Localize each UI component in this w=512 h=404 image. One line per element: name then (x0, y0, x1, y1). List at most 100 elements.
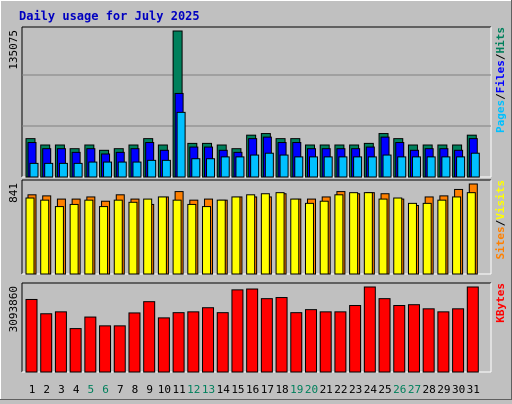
kbytes-bar (157, 317, 170, 373)
pages-bar (323, 156, 333, 178)
pages-bar (206, 158, 216, 178)
visits-bar (319, 200, 329, 275)
x-tick-label: 29 (437, 383, 450, 396)
x-tick-label: 15 (231, 383, 244, 396)
visits-sites-ymax-label: 841 (7, 183, 20, 203)
legend-entry: KBytes (494, 283, 507, 323)
kbytes-bar (363, 286, 376, 373)
kbytes-bar (437, 311, 450, 373)
pages-bar (308, 156, 318, 178)
visits-bar (246, 194, 256, 275)
visits-bar (378, 198, 388, 275)
legend-entry: Files (494, 60, 507, 93)
kbytes-bar (466, 286, 479, 373)
kbytes-bar (128, 312, 141, 373)
pages-bar (279, 154, 289, 178)
pages-bar (294, 156, 304, 178)
kbytes-bar (202, 307, 215, 373)
x-tick-label: 27 (408, 383, 421, 396)
x-tick-label: 4 (73, 383, 80, 396)
x-tick-label: 18 (275, 383, 288, 396)
pages-bar (338, 156, 348, 178)
x-tick-label: 8 (132, 383, 139, 396)
kbytes-bar (290, 312, 303, 373)
visits-bar (54, 206, 64, 275)
kbytes-bar (69, 328, 82, 373)
x-tick-label: 17 (261, 383, 274, 396)
pages-bar (176, 111, 186, 178)
visits-bar (334, 194, 344, 275)
visits-bar (437, 199, 447, 275)
pages-bar (426, 156, 436, 178)
visits-sites-legend: Sites/Visits (494, 180, 507, 260)
kbytes-bar (422, 308, 435, 373)
kbytes-bar (54, 311, 67, 373)
visits-bar (216, 199, 226, 275)
x-tick-label: 10 (158, 383, 171, 396)
pages-bar (132, 161, 142, 178)
x-tick-label: 5 (88, 383, 95, 396)
visits-bar (99, 206, 109, 275)
visits-bar (452, 196, 462, 275)
x-tick-label: 7 (117, 383, 124, 396)
pages-bar (58, 162, 68, 178)
visits-bar (187, 203, 197, 275)
legend-entry: / (494, 219, 507, 226)
x-tick-label: 23 (349, 383, 362, 396)
pages-bar (29, 162, 39, 178)
kbytes-bar (216, 312, 229, 373)
visits-bar (466, 192, 476, 275)
hits-files-pages-ymax-label: 135075 (7, 30, 20, 70)
visits-bar (363, 192, 373, 275)
x-tick-label: 13 (202, 383, 215, 396)
x-tick-label: 28 (423, 383, 436, 396)
x-tick-label: 26 (393, 383, 406, 396)
visits-bar (143, 198, 153, 275)
x-tick-label: 9 (146, 383, 153, 396)
kbytes-bar (143, 301, 156, 373)
pages-bar (191, 158, 201, 178)
visits-bar (304, 202, 314, 275)
pages-bar (220, 156, 230, 178)
visits-bar (349, 192, 359, 275)
pages-bar (250, 154, 260, 178)
x-tick-label: 30 (452, 383, 465, 396)
pages-bar (44, 162, 54, 178)
x-tick-label: 31 (467, 383, 480, 396)
kbytes-bar (304, 309, 317, 373)
pages-bar (161, 159, 171, 178)
kbytes-bar (275, 297, 288, 373)
pages-bar (147, 159, 157, 178)
kbytes-legend: KBytes (494, 283, 507, 323)
pages-bar (88, 161, 98, 178)
visits-bar (290, 198, 300, 275)
x-tick-label: 1 (29, 383, 36, 396)
kbytes-bar (407, 304, 420, 373)
kbytes-bar (231, 289, 244, 373)
visits-bar (69, 203, 79, 275)
visits-bar (202, 206, 212, 275)
visits-bar (231, 196, 241, 275)
x-tick-label: 11 (172, 383, 185, 396)
kbytes-bar (378, 298, 391, 373)
kbytes-bar (25, 298, 38, 373)
kbytes-bar (99, 325, 112, 373)
pages-bar (411, 156, 421, 178)
visits-bar (157, 196, 167, 275)
legend-entry: Hits (494, 27, 507, 54)
kbytes-bar (40, 313, 53, 373)
visits-bar (128, 201, 138, 275)
pages-bar (470, 152, 480, 178)
x-tick-label: 6 (102, 383, 109, 396)
x-tick-label: 21 (320, 383, 333, 396)
kbytes-bar (319, 311, 332, 373)
visits-bar (84, 199, 94, 275)
x-tick-label: 20 (305, 383, 318, 396)
pages-bar (103, 161, 113, 178)
visits-bar (40, 199, 50, 275)
kbytes-ymax-label: 3093860 (7, 286, 20, 332)
kbytes-bar (393, 305, 406, 373)
pages-bar (117, 161, 127, 178)
pages-bar (456, 156, 466, 178)
x-tick-label: 16 (246, 383, 259, 396)
